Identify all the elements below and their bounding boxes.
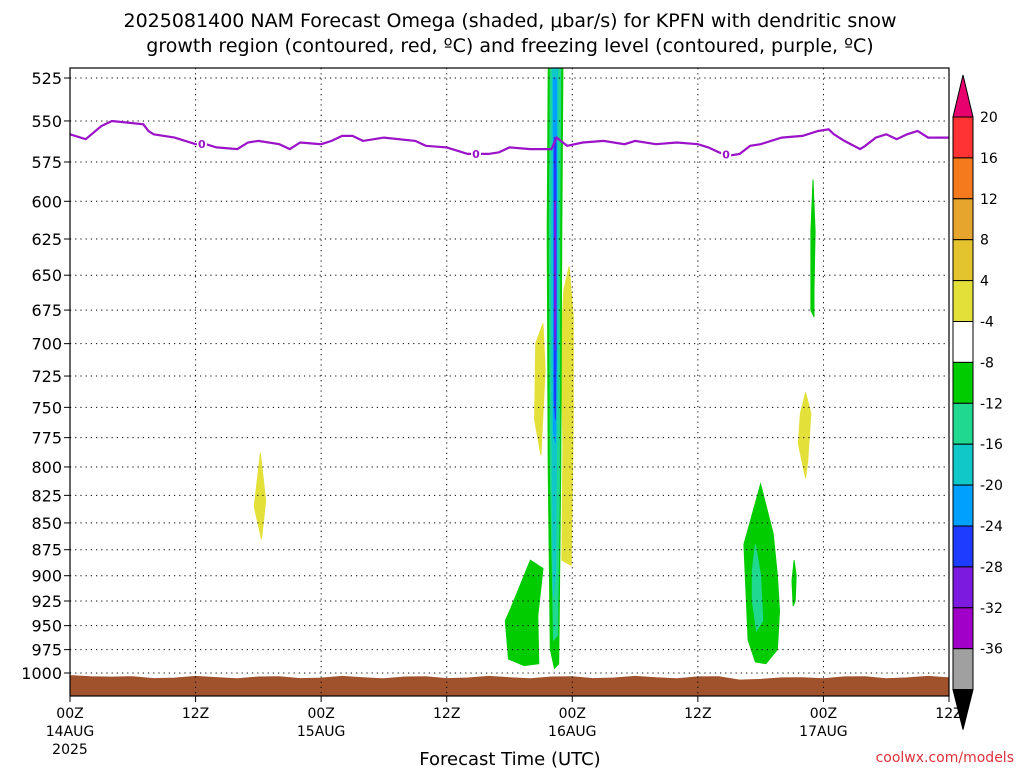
y-tick-label: 850	[31, 514, 62, 533]
grid-lines	[70, 68, 949, 696]
freezing-level-label: 0	[198, 138, 206, 151]
y-tick-label: 550	[31, 112, 62, 131]
colorbar-label: 12	[980, 192, 998, 208]
y-tick-label: 825	[31, 486, 62, 505]
colorbar-label: -32	[980, 601, 1003, 617]
y-axis-ticks: 525 550 575 600 625 650 675 700 725 750 775 800 825 8…	[21, 69, 70, 683]
x-axis-ticks: 00Z 14AUG 2025 12Z 00Z 15AUG 12Z 00Z 16AUG 12Z 00Z…	[46, 696, 963, 758]
y-tick-label: 875	[31, 541, 62, 560]
x-axis-label: Forecast Time (UTC)	[419, 749, 600, 768]
colorbar-label: -12	[980, 396, 1003, 412]
x-tick-label: 00Z	[559, 706, 586, 722]
colorbar-swatch	[952, 443, 974, 486]
colorbar-label: -36	[980, 642, 1003, 658]
y-tick-label: 725	[31, 367, 62, 386]
x-tick-date-label: 15AUG	[297, 724, 346, 740]
freezing-level-label: 0	[472, 148, 480, 161]
surface-ground	[69, 675, 950, 697]
y-tick-label: 800	[31, 458, 62, 477]
x-tick-date-label: 17AUG	[799, 724, 848, 740]
x-tick-label: 12Z	[182, 706, 209, 722]
contour-label-background	[471, 146, 482, 160]
omega-region	[534, 323, 546, 456]
y-tick-label: 1000	[21, 664, 62, 683]
colorbar: 20 16 12 8 4 -4 -8 -12 -16 -20 -24 -28 -32 -36	[952, 74, 1003, 730]
colorbar-label: 4	[980, 274, 989, 290]
x-tick-label: 12Z	[684, 706, 711, 722]
x-tick-label: 00Z	[56, 706, 83, 722]
y-tick-label: 950	[31, 617, 62, 636]
colorbar-swatch	[952, 402, 974, 445]
colorbar-swatch	[952, 648, 974, 691]
omega-region	[504, 559, 544, 667]
colorbar-label: -28	[980, 560, 1003, 576]
y-tick-label: 775	[31, 429, 62, 448]
freezing-level-label: 0	[722, 149, 730, 162]
contour-label-background	[721, 147, 732, 161]
chart-title-line-1: 2025081400 NAM Forecast Omega (shaded, μ…	[123, 10, 896, 32]
omega-shading	[253, 67, 816, 670]
x-tick-label: 12Z	[935, 706, 962, 722]
y-tick-label: 925	[31, 592, 62, 611]
omega-region	[797, 392, 812, 479]
colorbar-swatch	[952, 239, 974, 282]
terrain-surface	[69, 675, 950, 697]
colorbar-label: -24	[980, 519, 1003, 535]
colorbar-bottom-arrow	[952, 689, 974, 730]
colorbar-swatch	[952, 198, 974, 241]
x-tick-label: 00Z	[810, 706, 837, 722]
colorbar-swatch	[952, 280, 974, 323]
x-tick-date-label: 16AUG	[548, 724, 597, 740]
y-tick-label: 975	[31, 641, 62, 660]
omega-region	[743, 482, 781, 665]
colorbar-label: 20	[980, 110, 998, 126]
colorbar-label: -8	[980, 355, 994, 371]
omega-region	[810, 179, 816, 318]
x-tick-date-label: 14AUG	[46, 724, 95, 740]
y-tick-label: 700	[31, 335, 62, 354]
y-tick-label: 625	[31, 230, 62, 249]
freezing-level-contour: 0 0 0	[69, 119, 949, 162]
colorbar-swatch	[952, 116, 974, 159]
colorbar-swatch	[952, 157, 974, 200]
colorbar-label: 16	[980, 151, 998, 167]
colorbar-swatch	[952, 361, 974, 404]
colorbar-swatch	[952, 484, 974, 527]
x-tick-label: 12Z	[433, 706, 460, 722]
omega-region	[751, 544, 764, 632]
omega-region	[553, 200, 557, 351]
colorbar-label: -20	[980, 478, 1003, 494]
colorbar-label: -16	[980, 437, 1003, 453]
plot-frame	[69, 67, 950, 697]
y-tick-label: 650	[31, 266, 62, 285]
contour-label-background	[196, 137, 207, 151]
chart-title-line-2: growth region (contoured, red, ºC) and f…	[146, 35, 873, 57]
omega-region	[791, 560, 797, 607]
plot-area: 0 0 0 525 550 575 600 625 650 675 700 725 750 775 800…	[21, 67, 963, 758]
y-tick-label: 900	[31, 567, 62, 586]
colorbar-swatch	[952, 566, 974, 609]
omega-region	[253, 452, 267, 540]
y-tick-label: 600	[31, 192, 62, 211]
colorbar-label: 8	[980, 233, 989, 249]
colorbar-label: -4	[980, 315, 994, 331]
colorbar-swatch	[952, 607, 974, 650]
credit-text: coolwx.com/models	[876, 750, 1014, 766]
plot-background	[70, 68, 949, 696]
omega-region	[560, 266, 574, 567]
colorbar-swatch	[952, 525, 974, 568]
freezing-level-line	[69, 119, 949, 157]
x-tick-year-label: 2025	[52, 742, 88, 758]
y-tick-label: 675	[31, 301, 62, 320]
y-tick-label: 575	[31, 153, 62, 172]
colorbar-swatch	[952, 321, 974, 363]
colorbar-top-arrow	[952, 74, 974, 118]
y-tick-label: 750	[31, 398, 62, 417]
y-tick-label: 525	[31, 69, 62, 88]
x-tick-label: 00Z	[307, 706, 334, 722]
